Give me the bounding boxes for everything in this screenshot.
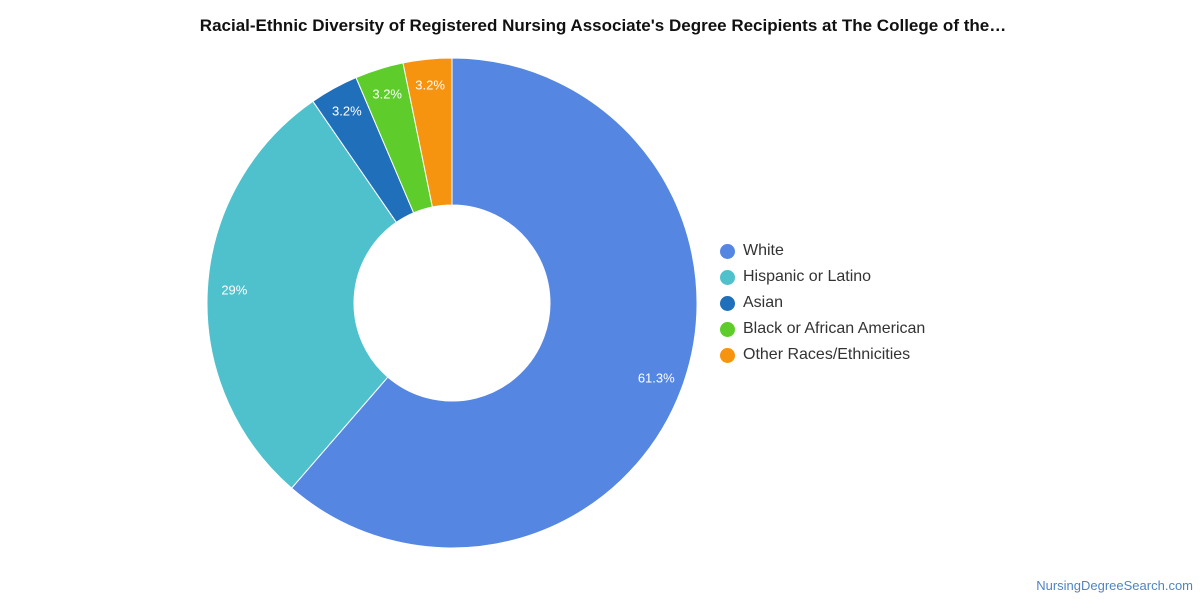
legend-label-other-races-ethnicities: Other Races/Ethnicities: [743, 346, 911, 363]
slice-hispanic-or-latino[interactable]: [206, 100, 398, 489]
legend-item-black-or-african-american[interactable]: Black or African American: [720, 318, 925, 340]
legend-label-hispanic-or-latino: Hispanic or Latino: [743, 268, 872, 285]
legend-swatch-asian: [720, 295, 735, 311]
legend-swatch-hispanic-or-latino: [720, 269, 735, 285]
slice-label-hispanic-or-latino: 29%: [221, 282, 247, 297]
slice-label-other-races-ethnicities: 3.2%: [415, 78, 445, 93]
legend-swatch-other-races-ethnicities: [720, 347, 735, 363]
legend-label-black-or-african-american: Black or African American: [743, 320, 926, 337]
slice-label-white: 61.3%: [638, 371, 675, 386]
slice-label-black-or-african-american: 3.2%: [372, 86, 402, 101]
legend-item-asian[interactable]: Asian: [720, 292, 925, 314]
legend-item-hispanic-or-latino[interactable]: Hispanic or Latino: [720, 266, 925, 288]
slice-white[interactable]: [290, 57, 698, 549]
slice-other-races-ethnicities[interactable]: [402, 57, 453, 208]
slice-label-asian: 3.2%: [332, 103, 362, 118]
legend-item-other-races-ethnicities[interactable]: Other Races/Ethnicities: [720, 344, 925, 366]
legend-item-white[interactable]: White: [720, 240, 925, 262]
source-credit-link[interactable]: NursingDegreeSearch.com: [1036, 578, 1193, 593]
legend-swatch-white: [720, 243, 735, 259]
legend-label-white: White: [743, 242, 784, 259]
chart-legend: White Hispanic or Latino Asian Black or …: [720, 240, 925, 366]
chart-title: Racial-Ethnic Diversity of Registered Nu…: [199, 16, 1007, 35]
legend-swatch-black-or-african-american: [720, 321, 735, 337]
legend-label-asian: Asian: [743, 294, 784, 311]
